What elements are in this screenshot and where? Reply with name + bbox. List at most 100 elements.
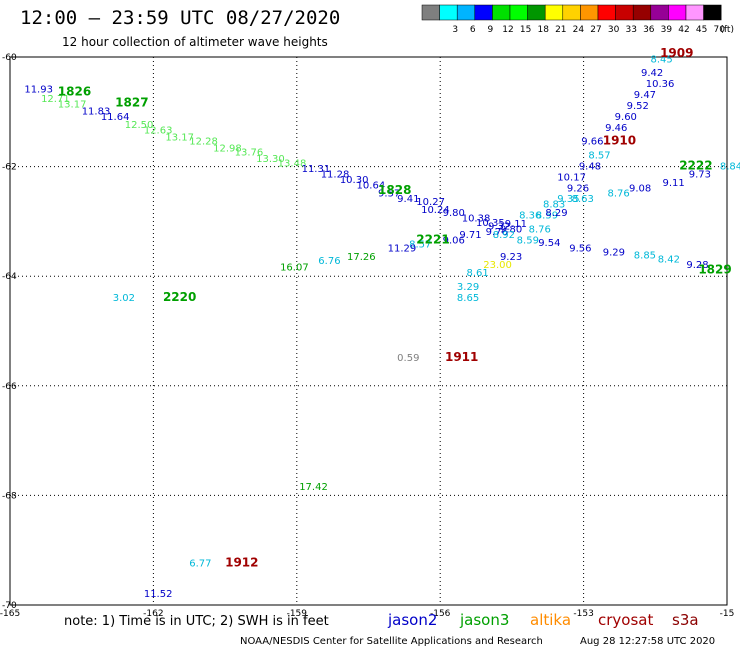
wave-height-value: 8.57 — [409, 240, 431, 251]
wave-height-value: 9.11 — [662, 178, 684, 189]
color-scale-label: 39 — [661, 25, 673, 35]
legend-altika: altika — [530, 611, 571, 629]
wave-height-value: 9.48 — [579, 161, 601, 172]
map-frame — [9, 56, 728, 606]
pass-time-label: 1909 — [660, 46, 693, 60]
color-swatch — [474, 4, 493, 21]
color-scale-label: 18 — [537, 25, 549, 35]
wave-height-value: 11.29 — [388, 244, 417, 255]
legend-jason2: jason2 — [387, 611, 437, 629]
color-swatch — [703, 4, 722, 21]
wave-height-value: 11.52 — [144, 589, 173, 600]
color-swatch — [615, 4, 634, 21]
wave-height-value: 10.36 — [646, 79, 675, 90]
wave-height-value: 11.83 — [82, 107, 111, 118]
pass-time-label: 1829 — [698, 262, 731, 276]
latitude-tick-label: -70 — [2, 601, 17, 611]
wave-height-value: 9.29 — [603, 247, 625, 258]
map-subtitle: 12 hour collection of altimeter wave hei… — [62, 35, 328, 49]
wave-height-value: 8.84 — [720, 161, 740, 172]
wave-height-value: 9.80 — [500, 224, 522, 235]
wave-height-value: 11.31 — [302, 164, 331, 175]
color-swatch — [456, 4, 476, 21]
legend-cryosat: cryosat — [598, 611, 653, 629]
longitude-tick-label: -159 — [287, 609, 308, 619]
wave-height-value: 12.63 — [144, 126, 173, 137]
color-scale-label: 15 — [520, 25, 531, 35]
wave-height-value: 9.66 — [581, 137, 603, 148]
wave-height-value: 11.28 — [321, 170, 350, 181]
wave-height-value: 9.42 — [641, 68, 663, 79]
wave-height-value: 9.47 — [634, 90, 656, 101]
pass-time-label: 1911 — [445, 350, 478, 364]
pass-time-label: 1910 — [603, 134, 636, 148]
color-scale-label: 36 — [643, 25, 655, 35]
wave-height-value: 17.42 — [299, 482, 328, 493]
color-scale-label: 9 — [488, 25, 494, 35]
wave-height-value: 11.93 — [24, 85, 53, 96]
color-scale: 3 6 9 12 15 18 21 24 27 30 33 36 39 42 45 70(ft) — [421, 4, 734, 35]
wave-height-value: 13.30 — [256, 154, 285, 165]
latitude-tick-label: -68 — [2, 491, 17, 501]
wave-height-value: 12.71 — [41, 94, 70, 105]
wave-height-value: 23.00 — [483, 260, 512, 271]
color-scale-unit: (ft) — [720, 25, 734, 35]
wave-height-value: 9.08 — [629, 183, 651, 194]
pass-time-label: 2221 — [416, 232, 449, 246]
wave-height-value: 13.48 — [278, 159, 307, 170]
longitude-tick-label: -156 — [430, 609, 451, 619]
wave-height-value: 8.42 — [658, 255, 680, 266]
longitude-tick-label: -165 — [0, 609, 20, 619]
wave-height-value: 9.11 — [505, 219, 527, 230]
wave-height-value: 9.56 — [569, 244, 591, 255]
color-scale-label: 3 — [452, 25, 458, 35]
wave-height-value: 9.60 — [615, 112, 637, 123]
wave-height-value: 9.28 — [686, 260, 708, 271]
wave-height-value: 10.17 — [557, 172, 586, 183]
wave-height-value: 17.26 — [347, 252, 376, 263]
map-title: 12:00 – 23:59 UTC 08/27/2020 — [20, 7, 340, 29]
longitude-tick-label: -162 — [143, 609, 163, 619]
wave-height-labels: 11.9312.7113.1711.8311.6412.5012.6313.17… — [24, 54, 740, 599]
footer-note: note: 1) Time is in UTC; 2) SWH is in fe… — [64, 614, 329, 629]
wave-height-value: 9.52 — [627, 101, 649, 112]
wave-height-value: 13.76 — [235, 148, 264, 159]
credit-line: NOAA/NESDIS Center for Satellite Applica… — [240, 636, 543, 647]
wave-height-value: 11.64 — [101, 112, 130, 123]
wave-height-value: 8.92 — [493, 230, 515, 241]
legend-jason3: jason3 — [459, 611, 509, 629]
wave-height-value: 12.50 — [125, 120, 154, 131]
latitude-tick-label: -66 — [2, 382, 17, 392]
wave-height-value: 9.23 — [500, 252, 522, 263]
color-swatch — [544, 4, 564, 21]
color-scale-label: 27 — [590, 25, 601, 35]
wave-height-value: 0.59 — [397, 353, 419, 364]
plot-border — [9, 56, 728, 606]
pass-time-label: 2222 — [679, 158, 712, 172]
color-scale-label: 24 — [573, 25, 585, 35]
wave-height-value: 9.80 — [443, 208, 465, 219]
longitude-tick-label: -153 — [573, 609, 593, 619]
color-scale-label: 21 — [555, 25, 566, 35]
color-scale-label: 30 — [608, 25, 620, 35]
wave-height-value: 8.59 — [536, 211, 558, 222]
wave-height-value: 10.38 — [462, 213, 491, 224]
wave-height-value: 8.85 — [634, 251, 656, 262]
wave-height-value: 13.17 — [165, 132, 194, 143]
wave-height-value: 9.71 — [459, 230, 481, 241]
generation-timestamp: Aug 28 12:27:58 UTC 2020 — [580, 636, 715, 647]
wave-height-value: 10.35 — [476, 218, 505, 229]
wave-height-value: 9.76 — [486, 227, 508, 238]
wave-height-value: 3.29 — [457, 282, 479, 293]
color-swatch — [492, 4, 511, 21]
pass-time-label: 1826 — [58, 84, 91, 98]
color-scale-label: 42 — [678, 25, 689, 35]
legend-s3a: s3a — [672, 611, 699, 629]
wave-height-value: 8.36 — [519, 211, 541, 222]
color-scale-label: 33 — [625, 25, 636, 35]
color-swatch — [668, 4, 687, 21]
wave-height-value: 9.35 — [557, 194, 579, 205]
color-swatch — [562, 4, 581, 21]
wave-height-value: 10.24 — [421, 205, 450, 216]
wave-height-value: 9.32 — [488, 222, 510, 233]
